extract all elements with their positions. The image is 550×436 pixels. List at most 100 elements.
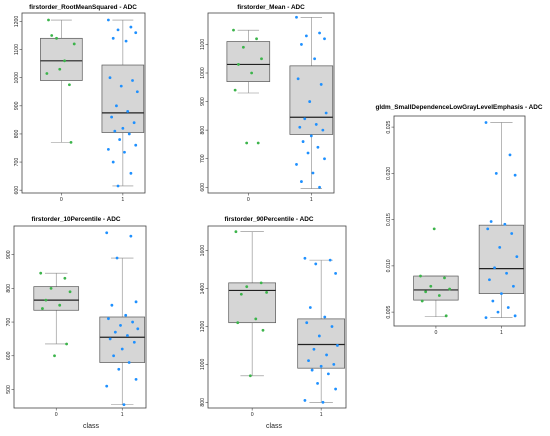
data-point <box>110 303 114 307</box>
data-point <box>63 59 66 63</box>
data-point <box>127 132 131 136</box>
data-point <box>420 299 424 303</box>
data-point <box>304 34 308 38</box>
plot-area: 600 700 800 900 1000 1100 1200 0 1 <box>14 12 146 203</box>
data-point <box>308 306 312 309</box>
data-point <box>311 171 315 175</box>
data-point <box>503 222 507 226</box>
data-point <box>309 134 313 138</box>
data-point <box>500 292 503 296</box>
data-point <box>108 76 112 80</box>
data-point <box>129 171 133 175</box>
data-point <box>491 299 495 303</box>
y-tick-label: 800 <box>6 284 12 293</box>
data-point <box>324 111 328 115</box>
data-point <box>116 28 120 32</box>
data-point <box>424 290 428 294</box>
data-point <box>334 387 337 391</box>
data-point <box>326 372 330 376</box>
data-point <box>232 28 235 32</box>
data-point <box>39 271 43 275</box>
x-tick-label: 1 <box>121 197 124 203</box>
data-point <box>131 79 134 82</box>
data-point <box>330 325 334 328</box>
data-point <box>112 354 116 358</box>
plot-area: 600 700 800 900 1000 1100 0 1 <box>200 12 335 203</box>
box-iqr <box>33 286 80 311</box>
data-point <box>68 290 72 294</box>
data-point <box>319 364 323 368</box>
x-tick-label: 1 <box>310 197 313 203</box>
data-point <box>298 125 302 129</box>
data-point <box>314 123 318 126</box>
data-point <box>129 25 133 29</box>
data-point <box>307 359 310 363</box>
data-point <box>432 227 436 231</box>
data-point <box>318 185 321 189</box>
data-point <box>113 330 117 334</box>
plot-frame <box>13 225 147 409</box>
y-tick-label: 900 <box>14 101 20 110</box>
data-point <box>47 18 50 22</box>
data-point <box>58 303 62 307</box>
panel-title: firstorder_90Percentile - ADC <box>225 216 314 223</box>
data-point <box>300 180 303 183</box>
data-point <box>515 255 519 259</box>
data-point <box>113 129 117 133</box>
box-iqr <box>228 282 276 324</box>
data-point <box>505 271 508 275</box>
data-point <box>49 286 53 290</box>
y-tick-label: 700 <box>14 158 20 167</box>
data-point <box>118 138 122 141</box>
data-point <box>303 399 307 402</box>
data-point <box>106 18 110 22</box>
data-point <box>237 63 240 66</box>
y-tick-label: 900 <box>6 250 12 259</box>
data-point <box>323 315 327 319</box>
data-point <box>116 184 120 188</box>
data-point <box>107 317 110 321</box>
data-point <box>256 141 260 145</box>
x-tick-label: 0 <box>247 197 250 203</box>
data-point <box>308 100 312 103</box>
data-point <box>486 227 490 231</box>
data-point <box>254 317 258 321</box>
data-point <box>132 121 136 125</box>
data-point <box>111 160 115 164</box>
data-point <box>131 320 134 324</box>
data-point <box>317 334 321 338</box>
data-point <box>323 157 326 161</box>
data-point <box>419 274 422 278</box>
y-tick-label: 1000 <box>14 72 20 84</box>
data-point <box>241 45 245 49</box>
data-point <box>513 173 517 177</box>
y-tick-label: 600 <box>200 183 206 192</box>
data-point <box>429 284 433 288</box>
data-point <box>135 90 139 94</box>
y-tick-label: 1100 <box>14 44 20 55</box>
data-point <box>233 88 237 92</box>
data-point <box>120 347 124 351</box>
x-axis-title: class <box>266 423 282 430</box>
data-point <box>122 403 126 407</box>
plot-area: 500 600 700 800 900 0 1 <box>6 225 147 418</box>
data-point <box>126 110 130 113</box>
data-point <box>484 316 488 320</box>
data-point <box>245 141 249 145</box>
data-point <box>259 281 263 285</box>
panel-rootmeansquared: firstorder_RootMeanSquared - ADC 600 700 8… <box>14 4 146 203</box>
data-point <box>134 300 138 304</box>
data-point <box>248 374 252 378</box>
data-point <box>68 83 71 87</box>
x-tick-label: 1 <box>121 412 124 418</box>
data-point <box>260 57 263 61</box>
data-point <box>108 337 112 341</box>
data-point <box>300 43 303 46</box>
panel-title: gldm_SmallDependenceLowGrayLevelEmphasis… <box>375 104 542 111</box>
data-point <box>305 321 309 325</box>
y-tick-label: 1200 <box>200 321 206 333</box>
y-tick-label: 800 <box>200 398 206 407</box>
data-point <box>506 306 510 309</box>
data-point <box>444 314 448 318</box>
